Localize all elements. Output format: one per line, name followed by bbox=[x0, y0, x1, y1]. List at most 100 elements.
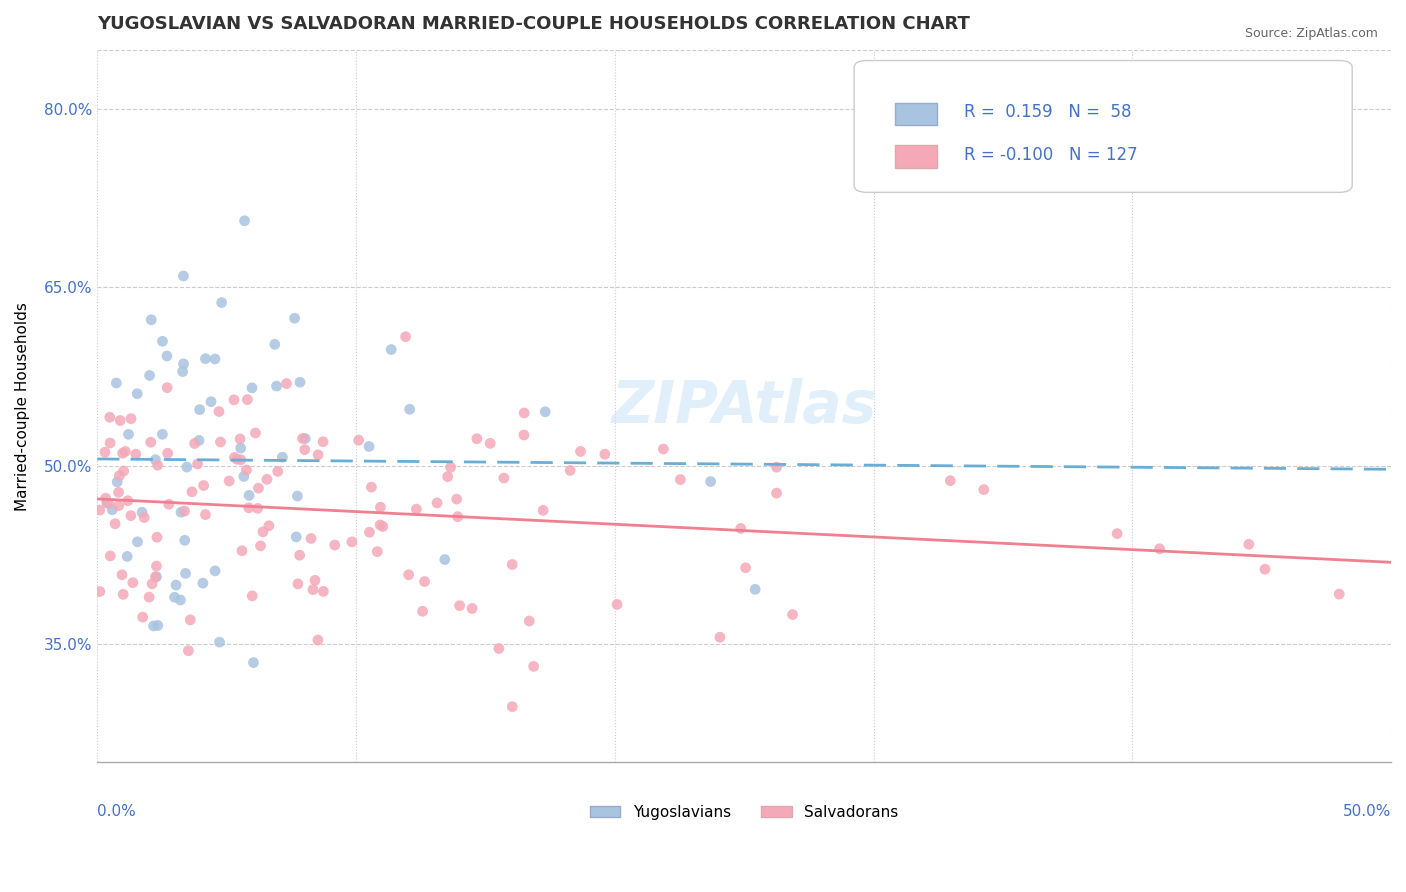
Point bbox=[114, 444, 136, 458]
Point bbox=[176, 460, 198, 475]
Point bbox=[302, 582, 325, 597]
Point bbox=[294, 432, 316, 446]
Point bbox=[267, 464, 290, 478]
Point bbox=[513, 428, 536, 442]
Text: ZIPAtlas: ZIPAtlas bbox=[612, 377, 877, 434]
Point bbox=[252, 524, 274, 539]
Point bbox=[229, 441, 252, 455]
Point bbox=[249, 539, 271, 553]
Point bbox=[534, 405, 557, 419]
Point bbox=[172, 268, 194, 283]
Point bbox=[97, 496, 120, 510]
Point bbox=[371, 519, 394, 533]
Point bbox=[235, 463, 257, 477]
Point bbox=[394, 329, 416, 343]
Point bbox=[446, 492, 468, 507]
Point bbox=[1107, 526, 1129, 541]
Point bbox=[193, 478, 215, 492]
Point bbox=[238, 488, 260, 502]
FancyBboxPatch shape bbox=[896, 103, 936, 126]
Point bbox=[513, 406, 536, 420]
Point bbox=[229, 432, 252, 446]
Point bbox=[366, 544, 388, 558]
Point bbox=[98, 410, 121, 425]
Point bbox=[492, 471, 515, 485]
Point bbox=[125, 447, 148, 461]
Point bbox=[108, 468, 131, 483]
Point bbox=[170, 505, 193, 519]
Point bbox=[669, 473, 692, 487]
Point bbox=[179, 613, 201, 627]
Point bbox=[181, 484, 204, 499]
Point bbox=[240, 381, 263, 395]
Point bbox=[288, 548, 311, 562]
Point bbox=[560, 463, 582, 477]
Point bbox=[122, 575, 145, 590]
Point bbox=[117, 427, 139, 442]
Point bbox=[156, 381, 179, 395]
Text: 0.0%: 0.0% bbox=[97, 804, 136, 819]
Y-axis label: Married-couple Households: Married-couple Households bbox=[15, 301, 30, 510]
Point bbox=[204, 351, 226, 366]
Point bbox=[204, 564, 226, 578]
Point bbox=[294, 442, 316, 457]
Point bbox=[120, 508, 142, 523]
Point bbox=[501, 558, 523, 572]
Point bbox=[208, 404, 231, 418]
Point bbox=[188, 402, 211, 417]
Point bbox=[112, 587, 135, 601]
Point bbox=[146, 618, 169, 632]
Point bbox=[174, 566, 197, 581]
Point bbox=[461, 601, 484, 615]
Point bbox=[257, 518, 280, 533]
Point bbox=[263, 337, 285, 351]
Point bbox=[304, 574, 326, 588]
Point bbox=[523, 659, 546, 673]
Point bbox=[152, 334, 174, 349]
Point bbox=[117, 493, 139, 508]
Point bbox=[1237, 537, 1260, 551]
Point bbox=[111, 567, 134, 582]
Point bbox=[340, 534, 363, 549]
Point bbox=[145, 570, 167, 584]
Point bbox=[107, 485, 129, 500]
Point bbox=[465, 432, 488, 446]
Point bbox=[146, 530, 169, 544]
Point bbox=[357, 440, 380, 454]
Point bbox=[488, 641, 510, 656]
Point bbox=[398, 567, 420, 582]
Point bbox=[1149, 541, 1171, 556]
Point bbox=[652, 442, 675, 456]
Point bbox=[299, 532, 322, 546]
Point bbox=[413, 574, 436, 589]
Point bbox=[291, 432, 314, 446]
Point bbox=[208, 635, 231, 649]
Point bbox=[782, 607, 804, 622]
Point bbox=[312, 434, 335, 449]
Point bbox=[245, 425, 267, 440]
Point bbox=[177, 643, 200, 657]
Point bbox=[188, 434, 211, 448]
Point bbox=[256, 472, 278, 486]
Point bbox=[1254, 562, 1277, 576]
Point bbox=[285, 530, 308, 544]
Point bbox=[145, 559, 167, 574]
Point bbox=[145, 452, 167, 467]
FancyBboxPatch shape bbox=[896, 145, 936, 168]
Point bbox=[115, 549, 138, 564]
Point bbox=[138, 590, 160, 604]
Point bbox=[436, 469, 458, 483]
Point bbox=[105, 475, 128, 489]
Point bbox=[224, 450, 246, 465]
Point bbox=[398, 402, 420, 417]
Point bbox=[209, 434, 232, 449]
Point bbox=[368, 517, 391, 532]
Point bbox=[94, 491, 117, 505]
Point bbox=[194, 351, 217, 366]
Point bbox=[141, 313, 163, 327]
Point bbox=[229, 452, 252, 467]
Point bbox=[405, 502, 427, 516]
Point bbox=[98, 436, 121, 450]
Point bbox=[89, 503, 111, 517]
Point bbox=[479, 436, 502, 450]
